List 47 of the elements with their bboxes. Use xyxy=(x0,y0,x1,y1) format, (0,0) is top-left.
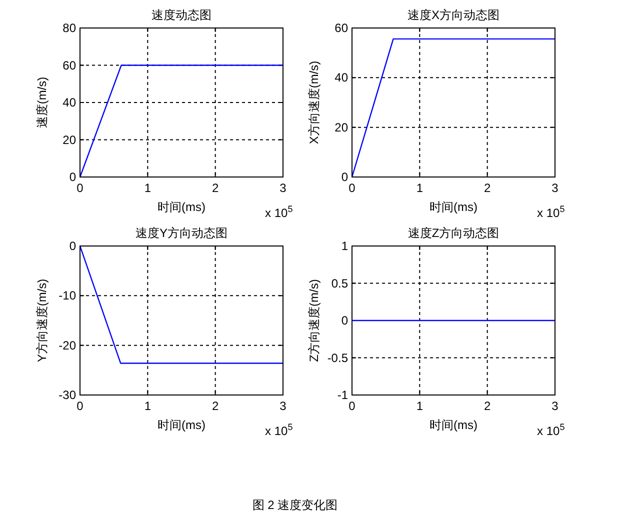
y-axis-title: Y方向速度(m/s) xyxy=(35,278,49,362)
y-tick-label: -0.5 xyxy=(327,350,348,365)
x-tick-label: 2 xyxy=(212,181,219,195)
x-tick-label: 2 xyxy=(484,181,491,195)
x-axis-title: 时间(ms) xyxy=(158,200,206,214)
y-tick-label: 80 xyxy=(62,21,76,35)
y-tick-label: 40 xyxy=(334,70,348,85)
y-tick-label: -20 xyxy=(58,338,76,352)
y-tick-label: 0 xyxy=(69,239,76,253)
y-tick-label: -1 xyxy=(337,388,348,402)
text: x 10$^{5}$ xyxy=(537,204,565,220)
x-axis-title: 时间(ms) xyxy=(430,200,478,214)
y-tick-label: -10 xyxy=(58,288,76,303)
y-tick-label: 0 xyxy=(341,314,348,328)
y-axis-title: 速度(m/s) xyxy=(35,76,49,128)
x-tick-label: 3 xyxy=(552,181,559,195)
chart-title: 速度Z方向动态图 xyxy=(408,226,500,240)
x-axis-title: 时间(ms) xyxy=(430,418,478,432)
chart-title: 速度动态图 xyxy=(152,8,212,22)
y-tick-label: 20 xyxy=(334,120,348,134)
y-tick-label: 40 xyxy=(62,96,76,110)
y-tick-label: 1 xyxy=(341,239,348,253)
y-axis-title: X方向速度(m/s) xyxy=(307,60,321,144)
x-tick-label: 2 xyxy=(484,399,491,413)
x-tick-label: 3 xyxy=(280,399,287,413)
y-tick-label: 60 xyxy=(334,21,348,35)
x-tick-label: 1 xyxy=(144,399,152,413)
y-tick-label: 0.5 xyxy=(331,276,348,290)
x-axis-title: 时间(ms) xyxy=(158,418,206,432)
y-tick-label: -30 xyxy=(58,388,76,402)
chart-title: 速度Y方向动态图 xyxy=(135,226,228,240)
x-tick-label: 1 xyxy=(416,181,424,195)
x-tick-label: 1 xyxy=(416,399,424,413)
y-tick-label: 0 xyxy=(341,170,348,184)
chart-title: 速度X方向动态图 xyxy=(407,8,500,22)
text: x 10$^{5}$ xyxy=(265,204,293,220)
y-tick-label: 20 xyxy=(62,132,76,147)
y-tick-label: 60 xyxy=(62,58,76,72)
text: x 10$^{5}$ xyxy=(537,422,565,438)
y-tick-label: 0 xyxy=(69,170,76,184)
x-tick-label: 3 xyxy=(280,181,287,195)
x-tick-label: 1 xyxy=(144,181,152,195)
text: x 10$^{5}$ xyxy=(265,422,293,438)
x-tick-label: 3 xyxy=(552,399,559,413)
caption: 图 2 速度变化图 xyxy=(252,498,338,512)
y-axis-title: Z方向速度(m/s) xyxy=(307,279,321,362)
x-tick-label: 2 xyxy=(212,399,219,413)
